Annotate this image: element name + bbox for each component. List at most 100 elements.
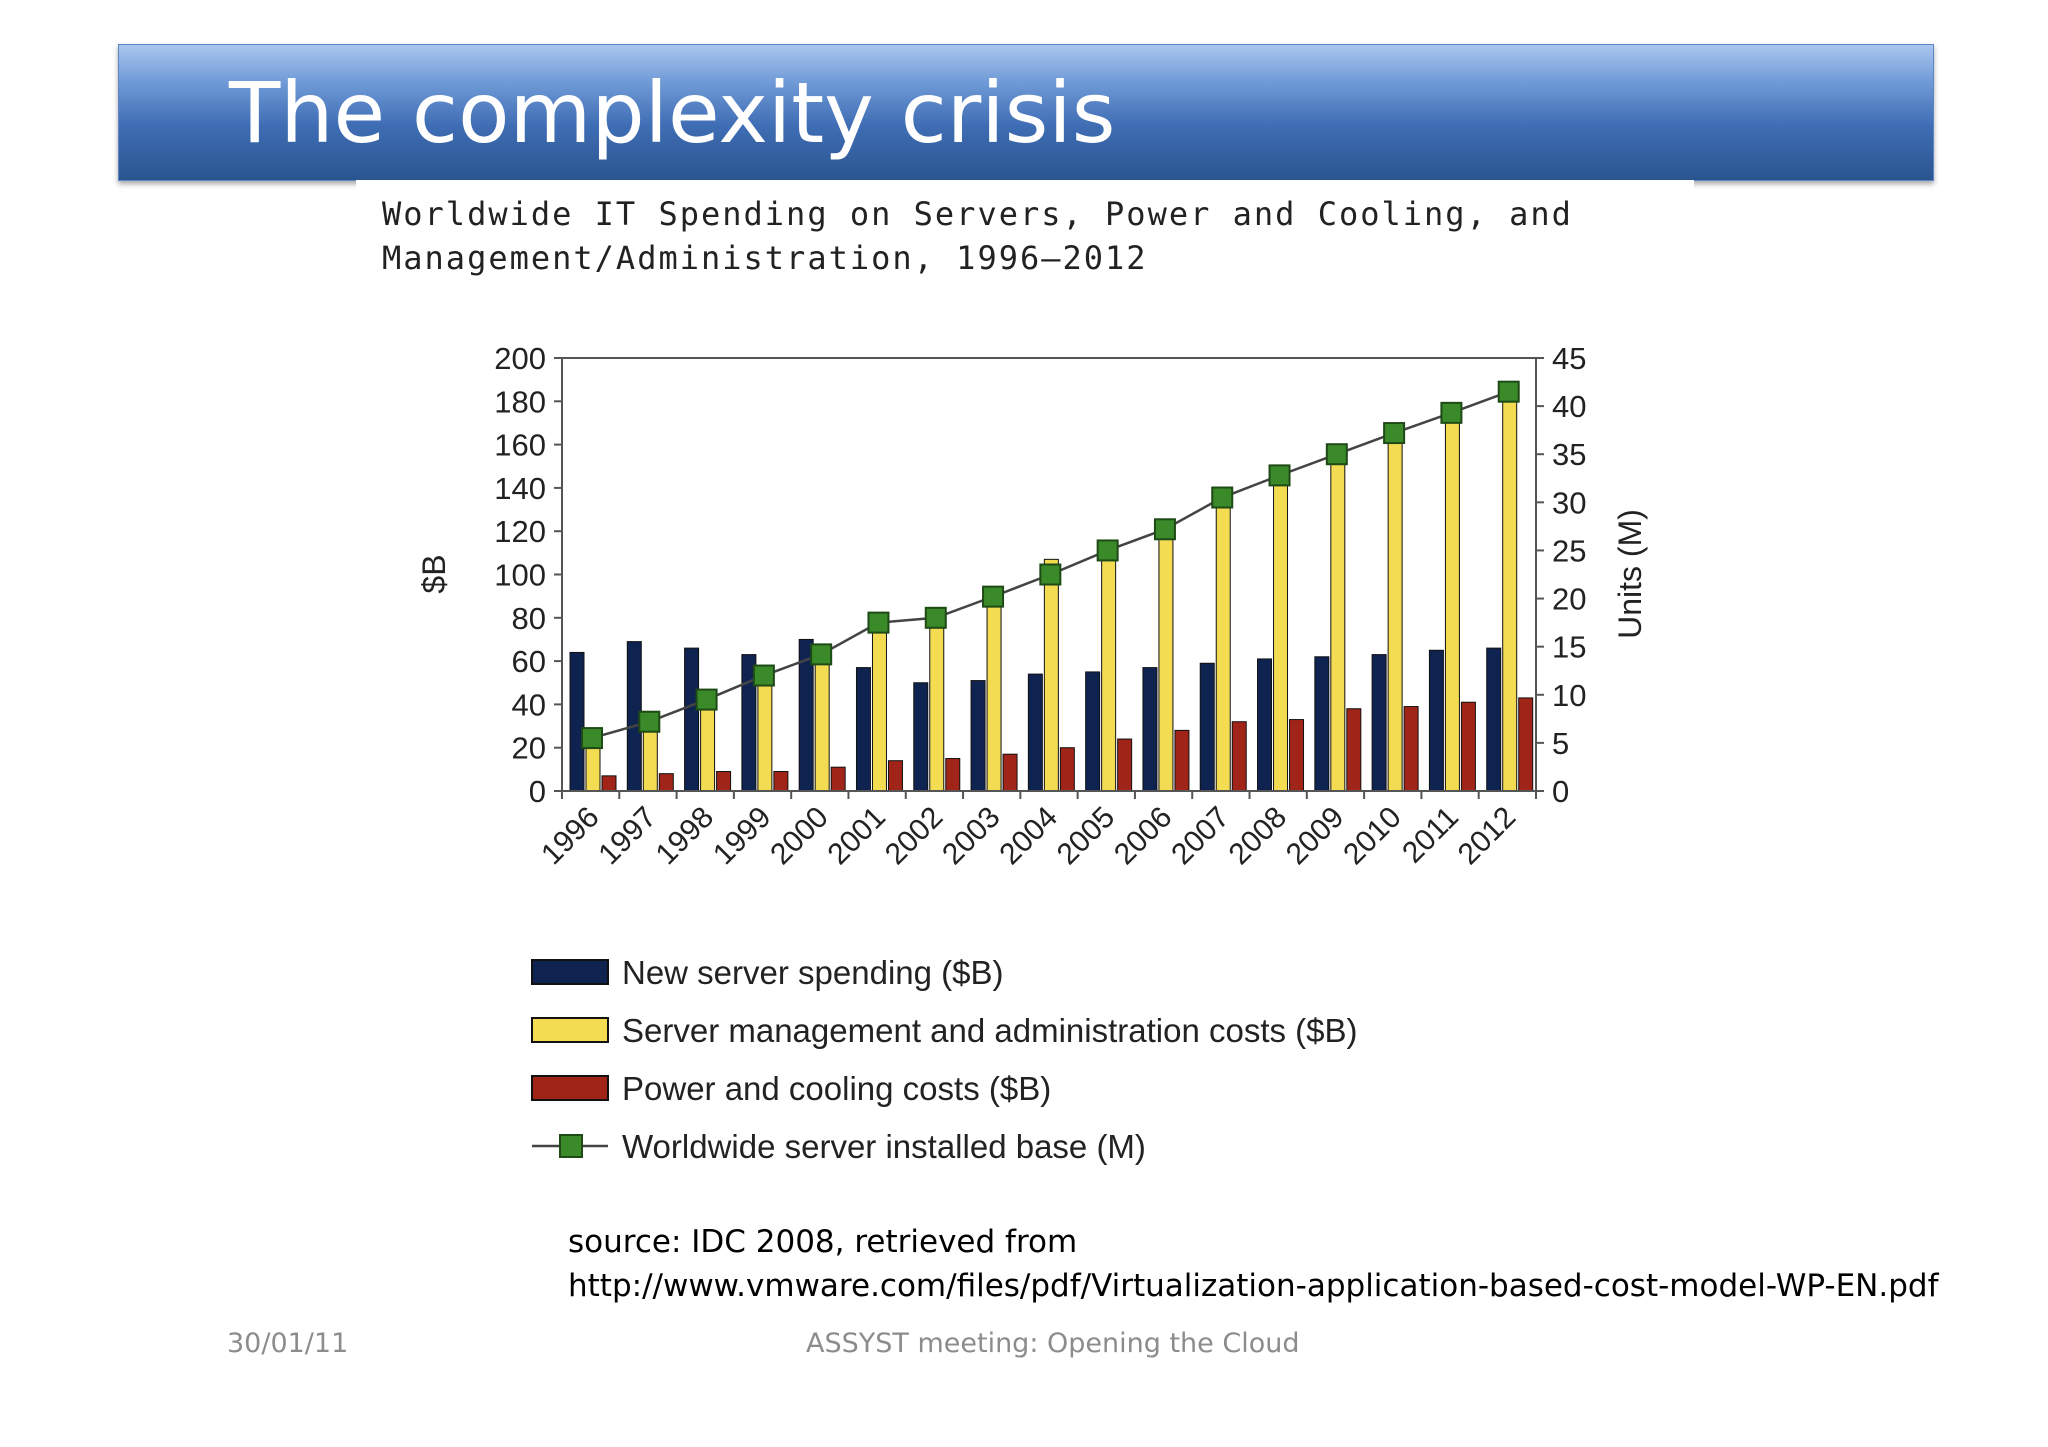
line-marker xyxy=(1383,422,1406,445)
bar xyxy=(1346,708,1362,792)
bar xyxy=(1199,662,1215,792)
bar xyxy=(1174,729,1190,792)
bar xyxy=(1117,738,1133,792)
bar xyxy=(830,766,846,792)
x-tick-label: 2004 xyxy=(993,801,1064,872)
source-url: http://www.vmware.com/files/pdf/Virtuali… xyxy=(568,1268,1939,1304)
x-tick-label: 2003 xyxy=(936,801,1007,872)
y-tick-label: 200 xyxy=(494,341,546,376)
bar xyxy=(569,651,585,792)
bar xyxy=(601,775,617,792)
bar xyxy=(1314,656,1330,792)
bar xyxy=(1002,753,1018,792)
bar xyxy=(1289,719,1305,792)
x-tick-label: 1998 xyxy=(650,801,721,872)
line-marker xyxy=(1039,563,1062,586)
y2-tick-label: 10 xyxy=(1552,678,1586,713)
x-tick-label: 1999 xyxy=(707,801,778,872)
bar xyxy=(1387,437,1403,792)
bar xyxy=(700,703,716,792)
line-marker xyxy=(1325,443,1348,466)
bar xyxy=(757,677,773,792)
line-marker xyxy=(982,585,1005,608)
y2-tick-label: 5 xyxy=(1552,726,1569,761)
line-marker xyxy=(1153,518,1176,541)
x-tick-label: 2002 xyxy=(879,801,950,872)
y-tick-label: 120 xyxy=(494,514,546,549)
bar xyxy=(1460,701,1476,792)
x-tick-label: 2007 xyxy=(1165,801,1236,872)
bar xyxy=(855,667,871,792)
line-marker xyxy=(810,643,833,666)
bar xyxy=(1101,541,1117,792)
y-axis-label: $B xyxy=(416,554,452,593)
x-tick-label: 2008 xyxy=(1223,801,1294,872)
x-tick-label: 2011 xyxy=(1396,801,1465,870)
x-tick-label: 1996 xyxy=(535,801,606,872)
line-marker xyxy=(1096,539,1119,562)
bar xyxy=(1257,658,1273,792)
y-tick-label: 160 xyxy=(494,428,546,463)
bar xyxy=(1486,647,1502,792)
footer-date: 30/01/11 xyxy=(227,1328,349,1359)
y-tick-label: 100 xyxy=(494,558,546,593)
y2-tick-label: 35 xyxy=(1552,437,1586,472)
legend-label: Power and cooling costs ($B) xyxy=(622,1070,1051,1107)
chart-title: Worldwide IT Spending on Servers, Power … xyxy=(382,192,1682,280)
chart-title-line2: Management/Administration, 1996–2012 xyxy=(382,239,1148,277)
source-citation: source: IDC 2008, retrieved from http://… xyxy=(568,1220,1939,1308)
bar xyxy=(1273,476,1289,792)
y2-tick-label: 45 xyxy=(1552,341,1586,376)
legend-swatch xyxy=(531,1017,609,1043)
bar xyxy=(986,599,1002,792)
legend-label: New server spending ($B) xyxy=(622,954,1004,991)
bar xyxy=(1403,706,1419,792)
legend-marker xyxy=(559,1134,583,1158)
legend-label: Server management and administration cos… xyxy=(622,1012,1358,1049)
slide-title: The complexity crisis xyxy=(229,64,1116,162)
bar xyxy=(1444,418,1460,792)
x-tick-label: 2001 xyxy=(822,801,893,872)
x-tick-label: 2010 xyxy=(1337,801,1408,872)
y-tick-label: 20 xyxy=(512,731,546,766)
y2-axis-label: Units (M) xyxy=(1612,509,1648,639)
y2-tick-label: 25 xyxy=(1552,533,1586,568)
bar xyxy=(929,619,945,792)
bar xyxy=(1371,654,1387,792)
y2-tick-label: 40 xyxy=(1552,389,1586,424)
x-tick-label: 2009 xyxy=(1280,801,1351,872)
line-marker xyxy=(638,710,661,733)
bar xyxy=(1059,747,1075,792)
x-tick-label: 2006 xyxy=(1108,801,1179,872)
line-marker xyxy=(581,727,603,750)
line-marker xyxy=(1497,380,1520,403)
bar xyxy=(1158,528,1174,792)
bar xyxy=(1215,504,1231,792)
y-tick-label: 80 xyxy=(512,601,546,636)
x-tick-label: 2000 xyxy=(764,801,835,872)
line-marker xyxy=(1440,401,1463,424)
bar xyxy=(1043,558,1059,792)
bar xyxy=(1518,697,1534,792)
bar xyxy=(1085,671,1101,792)
y-tick-label: 60 xyxy=(512,644,546,679)
bar xyxy=(913,682,929,792)
bar xyxy=(945,758,961,792)
bar xyxy=(1502,392,1518,792)
y-tick-label: 0 xyxy=(529,774,546,809)
bar xyxy=(773,771,789,792)
bar xyxy=(1428,649,1444,792)
y-tick-label: 40 xyxy=(512,687,546,722)
legend-swatch xyxy=(531,1075,609,1101)
bar xyxy=(1330,457,1346,792)
y2-tick-label: 20 xyxy=(1552,582,1586,617)
bar xyxy=(871,623,887,792)
y-tick-label: 180 xyxy=(494,384,546,419)
chart-title-line1: Worldwide IT Spending on Servers, Power … xyxy=(382,195,1573,233)
chart-panel: Worldwide IT Spending on Servers, Power … xyxy=(356,180,1694,1210)
footer-center: ASSYST meeting: Opening the Cloud xyxy=(806,1328,1300,1359)
line-marker xyxy=(752,664,775,687)
bar xyxy=(1027,673,1043,792)
bar xyxy=(970,680,986,792)
bar xyxy=(887,760,903,792)
